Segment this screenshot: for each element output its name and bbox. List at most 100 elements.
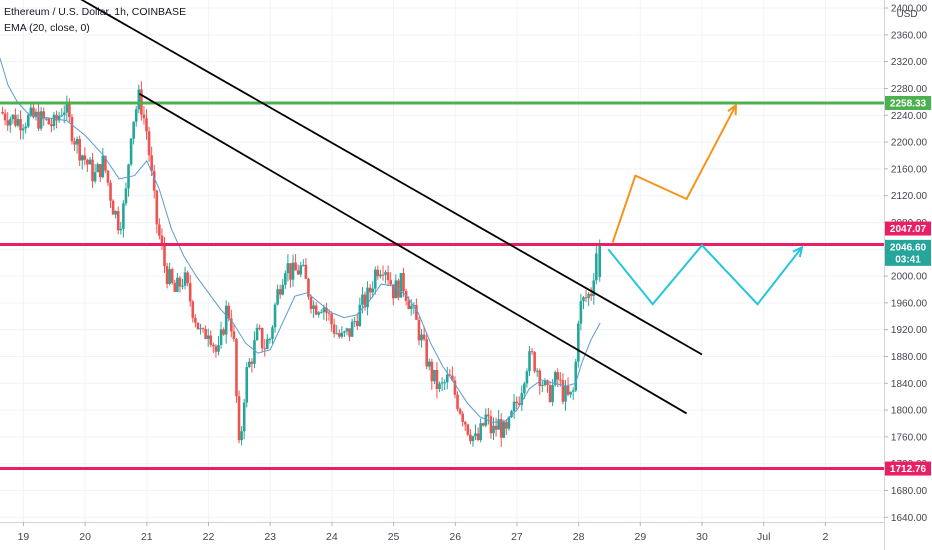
candle-body <box>476 433 480 440</box>
bull-projection-arrowhead <box>727 103 738 116</box>
candle-body <box>165 266 169 285</box>
candle-body <box>47 118 51 125</box>
candle-body <box>543 380 547 385</box>
trendline-upper[interactable] <box>73 0 703 356</box>
candle-body <box>384 272 387 275</box>
y-tick-label: 2280.00 <box>891 84 928 95</box>
candle-body <box>458 409 462 414</box>
candle-body <box>32 107 35 118</box>
candle-body <box>487 414 490 417</box>
candle-body <box>170 269 174 283</box>
candle-body <box>386 272 390 281</box>
candle-body <box>494 425 498 430</box>
candle-body <box>65 104 69 113</box>
candle-body <box>415 305 418 320</box>
candle-body <box>587 293 590 299</box>
candle-body <box>152 170 156 191</box>
candle-body <box>345 328 349 332</box>
candle-body <box>456 394 459 410</box>
candle-body <box>445 374 449 383</box>
candle-body <box>39 111 43 129</box>
candle-body <box>145 118 148 132</box>
drawings[interactable] <box>73 0 804 415</box>
currency-label: USD <box>896 9 917 20</box>
y-tick-label: 2400.00 <box>891 4 928 15</box>
label-breakout-bg <box>885 221 931 236</box>
price-axis-panel[interactable] <box>884 0 932 550</box>
horizontal-levels[interactable] <box>0 101 884 471</box>
range-projection-arrowhead <box>792 245 804 258</box>
candle-body <box>584 297 588 299</box>
candle-body <box>340 332 344 337</box>
candle-body <box>8 119 12 126</box>
candle-body <box>248 361 251 368</box>
candle-body <box>258 327 261 329</box>
candle-body <box>289 263 292 280</box>
candle-body <box>14 114 17 126</box>
y-tick-label: 2360.00 <box>891 30 928 41</box>
candle-body <box>42 111 45 119</box>
candle-body <box>440 382 444 384</box>
candle-body <box>101 155 105 178</box>
candle-body <box>75 138 79 145</box>
candle-body <box>448 374 452 376</box>
candle-body <box>312 305 315 310</box>
candle-body <box>322 307 326 313</box>
candle-body <box>535 370 539 372</box>
candle-body <box>294 262 297 271</box>
candle-body <box>137 89 141 110</box>
candle-body <box>574 361 578 391</box>
label-last-price-text: 2046.60 <box>890 242 927 253</box>
candle-body <box>230 318 233 332</box>
candle-body <box>168 269 171 285</box>
time-axis-panel[interactable] <box>0 522 884 550</box>
range-projection[interactable] <box>607 243 803 306</box>
candle-body <box>1 111 4 114</box>
candle-body <box>520 393 524 405</box>
candle-body <box>62 112 66 116</box>
candle-body <box>88 159 92 165</box>
candle-body <box>273 304 277 328</box>
candle-body <box>353 321 357 323</box>
candle-body <box>196 322 200 330</box>
candle-body <box>595 253 598 281</box>
label-resistance-text: 2258.33 <box>890 98 927 109</box>
candle-body <box>253 340 256 364</box>
candle-body <box>453 380 457 395</box>
x-tick-label: 26 <box>449 531 461 543</box>
trendline-lower[interactable] <box>138 93 688 415</box>
candle-body <box>598 244 602 278</box>
candle-body <box>422 334 426 340</box>
candle-body <box>443 382 446 384</box>
candle-body <box>263 348 267 350</box>
candle-body <box>515 401 518 404</box>
y-tick-label: 2200.00 <box>891 138 928 149</box>
candle-body <box>497 419 500 430</box>
candle-body <box>582 297 585 302</box>
candle-body <box>546 380 549 386</box>
label-support: 1712.76 <box>885 461 931 476</box>
bull-projection[interactable] <box>611 104 737 243</box>
candle-body <box>26 115 30 127</box>
candle-body <box>93 172 97 182</box>
candle-body <box>479 423 482 440</box>
candle-body <box>73 141 76 145</box>
candle-body <box>235 339 238 397</box>
candle-body <box>116 211 120 231</box>
candle-body <box>55 114 58 121</box>
candle-body <box>96 164 99 173</box>
y-tick-label: 1640.00 <box>891 513 928 524</box>
candle-body <box>250 361 254 364</box>
candle-body <box>237 396 241 441</box>
candle-body <box>147 131 151 156</box>
candle-body <box>566 385 570 395</box>
candle-body <box>435 369 439 390</box>
candle-body <box>528 351 531 372</box>
candle-body <box>507 417 511 429</box>
y-tick-label: 1960.00 <box>891 298 928 309</box>
candle-body <box>44 118 48 120</box>
